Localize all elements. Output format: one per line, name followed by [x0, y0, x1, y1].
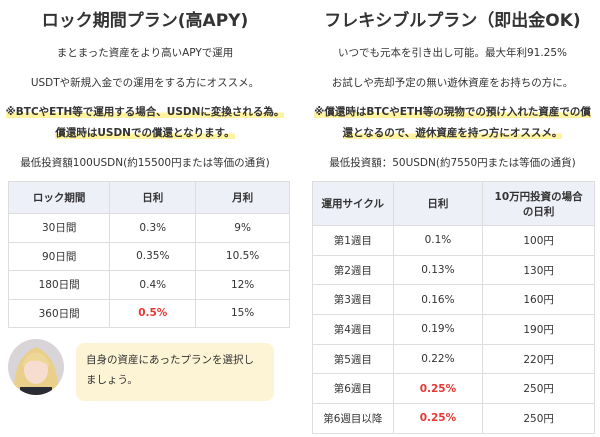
table-header: 10万円投資の場合の日利 [482, 181, 595, 226]
table-cell: 90日間 [7, 241, 111, 271]
table-cell: 第3週目 [312, 284, 394, 316]
table-cell: 0.22% [392, 343, 484, 375]
table-cell: 180日間 [7, 270, 111, 300]
table-cell: 0.16% [392, 284, 484, 316]
table-cell: 15% [195, 298, 290, 328]
table-cell: 0.35% [109, 241, 197, 271]
table-header: ロック期間 [7, 181, 111, 214]
minimum-investment: 最低投資額：50USDN(約7550円または等価の通貨) [329, 157, 576, 169]
highlight-note: 還となるので、遊休資産を持つ方にオススメ。 [342, 127, 563, 139]
table-cell: 第2週目 [312, 254, 394, 286]
table-cell: 0.1% [392, 225, 484, 256]
table-cell: 0.3% [109, 213, 197, 243]
table-cell: 220円 [482, 343, 595, 375]
table-cell: 250円 [482, 373, 595, 405]
table-cell: 第1週目 [312, 225, 394, 256]
table-cell: 第4週目 [312, 314, 394, 345]
table-cell: 0.4% [109, 270, 197, 300]
description: お試しや売却予定の無い遊休資産をお持ちの方に。 [331, 77, 574, 89]
table-cell: 第6週目以降 [312, 403, 394, 434]
table-header: 運用サイクル [312, 181, 394, 226]
table-header: 日利 [392, 181, 484, 226]
plan-table: 運用サイクル 日利 10万円投資の場合の日利第1週目 0.1% 100円第2週目 0.13… [312, 181, 595, 434]
minimum-investment: 最低投資額100USDN(約15500円または等価の通貨) [20, 157, 270, 169]
highlight-note: ※償還時はBTCやETH等の現物での預け入れた資産での償 [314, 106, 591, 118]
highlight-note: 償還時はUSDNでの償還となります。 [55, 127, 235, 139]
table-cell: 100円 [482, 225, 595, 256]
table-cell: 160円 [482, 284, 595, 316]
plan-title: フレキシブルプラン（即出金OK) [324, 11, 581, 31]
table-cell: 第6週目 [312, 373, 394, 405]
avatar [8, 339, 64, 395]
table-cell: 0.13% [392, 254, 484, 286]
plan-title: ロック期間プラン(高APY) [41, 11, 249, 31]
table-cell: 250円 [482, 403, 595, 434]
speech-bubble: 自身の資産にあったプランを選択しましょう。 [76, 343, 274, 401]
table-cell: 第5週目 [312, 343, 394, 375]
highlight-note: ※BTCやETH等で運用する場合、USDNに変換される為。 [5, 106, 285, 118]
description: USDTや新規入金での運用をする方にオススメ。 [30, 77, 260, 89]
table-cell: 190円 [482, 314, 595, 345]
table-cell: 0.25% [392, 373, 484, 405]
table-cell: 0.25% [392, 403, 484, 434]
table-cell: 360日間 [7, 298, 111, 328]
description: いつでも元本を引き出し可能。最大年利91.25% [337, 47, 568, 59]
description: まとまった資産をより高いAPYで運用 [56, 47, 234, 59]
table-cell: 12% [195, 270, 290, 300]
table-header: 月利 [195, 181, 290, 214]
table-header: 日利 [109, 181, 197, 214]
table-cell: 10.5% [195, 241, 290, 271]
table-cell: 130円 [482, 254, 595, 286]
table-cell: 9% [195, 213, 290, 243]
table-cell: 30日間 [7, 213, 111, 243]
table-cell: 0.19% [392, 314, 484, 345]
table-cell: 0.5% [109, 298, 197, 328]
plan-table: ロック期間 日利 月利 30日間 0.3% 9% 90日間 0.35% 10.5% 180日間 0.… [7, 181, 290, 328]
